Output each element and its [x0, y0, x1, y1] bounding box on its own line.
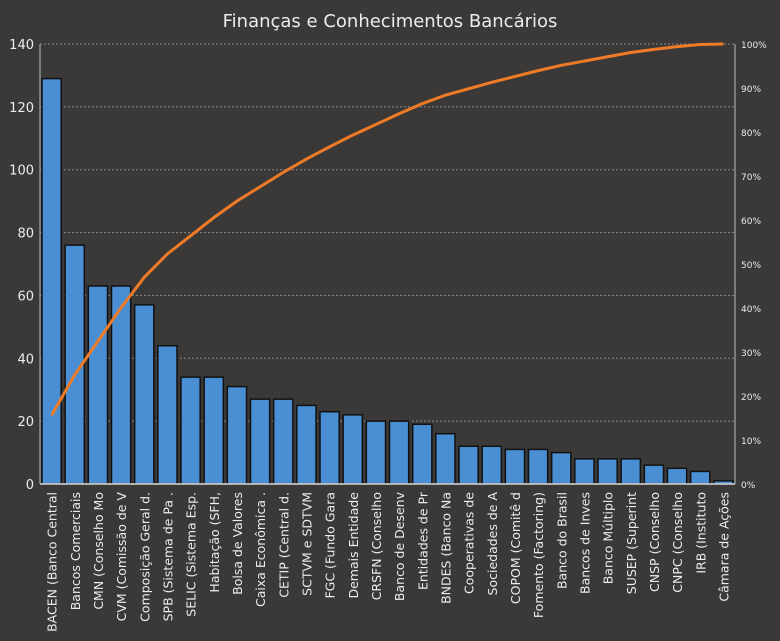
- bar: [226, 385, 248, 485]
- bar: [597, 458, 618, 485]
- bar: [458, 445, 479, 485]
- bar: [643, 464, 665, 485]
- y-tick-label: 0: [26, 478, 34, 493]
- bar: [272, 398, 294, 485]
- x-tick-label: Banco do Brasil: [554, 492, 569, 589]
- bar: [620, 458, 642, 485]
- x-tick-label: CMN (Conselho Mo: [91, 492, 106, 610]
- y2-tick-label: 0%: [741, 481, 756, 491]
- x-tick-label: Banco Múltiplo: [601, 492, 616, 584]
- x-tick-label: Bancos de Inves: [577, 492, 592, 594]
- y-tick-label: 80: [17, 227, 34, 242]
- x-tick-label: Fomento (Factoring): [531, 492, 546, 618]
- bar: [504, 448, 526, 485]
- x-tick-label: CNPC (Conselho: [670, 492, 685, 593]
- bar: [342, 414, 364, 485]
- x-tick-label: SPB (Sistema de Pa .: [160, 492, 175, 621]
- bar: [180, 376, 201, 485]
- cumulative-line: [50, 42, 724, 417]
- x-tick-label: BACEN (Banco Central: [45, 492, 60, 632]
- x-tick-label: Habitação (SFH,: [207, 492, 222, 593]
- y-tick-label: 40: [17, 352, 34, 367]
- y2-tick-label: 90%: [741, 85, 761, 95]
- x-tick-label: Câmara de Ações: [716, 492, 731, 602]
- x-tick-label: SUSEP (Superint: [624, 492, 639, 594]
- x-tick-label: Bancos Comerciais: [68, 492, 83, 610]
- y2-tick-label: 30%: [741, 349, 761, 359]
- x-tick-label: COPOM (Comitê d: [508, 492, 523, 604]
- bar: [435, 432, 456, 485]
- x-tick-label: CETIP (Central d.: [276, 492, 291, 598]
- y2-tick-label: 80%: [741, 129, 761, 139]
- y-tick-label: 20: [17, 415, 34, 430]
- bar: [296, 404, 317, 485]
- x-tick-label: SELIC (Sistema Esp.: [184, 492, 199, 617]
- bar: [411, 423, 433, 485]
- bar: [157, 344, 178, 485]
- x-tick-label: BNDES (Banco Na: [438, 492, 453, 604]
- x-tick-label: Bolsa de Valores: [230, 492, 245, 595]
- bar: [666, 467, 688, 485]
- x-tick-label: Caixa Econômica .: [253, 492, 268, 607]
- bar: [41, 77, 62, 485]
- bar: [388, 420, 410, 485]
- y2-tick-label: 20%: [741, 393, 761, 403]
- bar: [365, 420, 387, 485]
- bar: [203, 376, 225, 485]
- bar: [481, 445, 503, 485]
- x-tick-label: CNSP (Conselho: [647, 492, 662, 592]
- y2-tick-label: 10%: [741, 437, 761, 447]
- y-tick-label: 60: [17, 289, 34, 304]
- x-tick-label: Entidades de Pr: [415, 491, 430, 590]
- x-tick-label: Sociedades de A: [485, 492, 500, 596]
- bar: [319, 410, 340, 485]
- bar: [689, 470, 711, 485]
- y-tick-label: 140: [9, 38, 34, 53]
- y-tick-label: 120: [9, 101, 34, 116]
- y-tick-label: 100: [9, 164, 34, 179]
- bar: [133, 304, 155, 485]
- y2-tick-label: 100%: [741, 41, 767, 51]
- y2-tick-label: 40%: [741, 305, 761, 315]
- x-tick-label: Composição Geral d.: [137, 492, 152, 622]
- x-tick-label: Demais Entidade: [346, 492, 361, 599]
- x-tick-label: FGC (Fundo Gara: [323, 492, 338, 599]
- x-tick-label: SCTVM e SDTVM: [299, 492, 314, 596]
- bar: [574, 458, 595, 485]
- x-tick-label: Cooperativas de: [462, 492, 477, 594]
- x-tick-label: IRB (Instituto: [693, 492, 708, 574]
- bar: [527, 448, 549, 485]
- x-tick-label: Banco de Desenv: [392, 491, 407, 601]
- y2-tick-label: 50%: [741, 261, 761, 271]
- chart-title: Finanças e Conhecimentos Bancários: [223, 11, 558, 32]
- bar: [550, 451, 572, 485]
- x-tick-label: CRSFN (Conselho: [369, 492, 384, 600]
- x-tick-label: CVM (Comissão de V: [114, 492, 129, 622]
- bar: [87, 285, 109, 485]
- y2-tick-label: 60%: [741, 217, 761, 227]
- y2-tick-label: 70%: [741, 173, 761, 183]
- bar: [249, 398, 271, 485]
